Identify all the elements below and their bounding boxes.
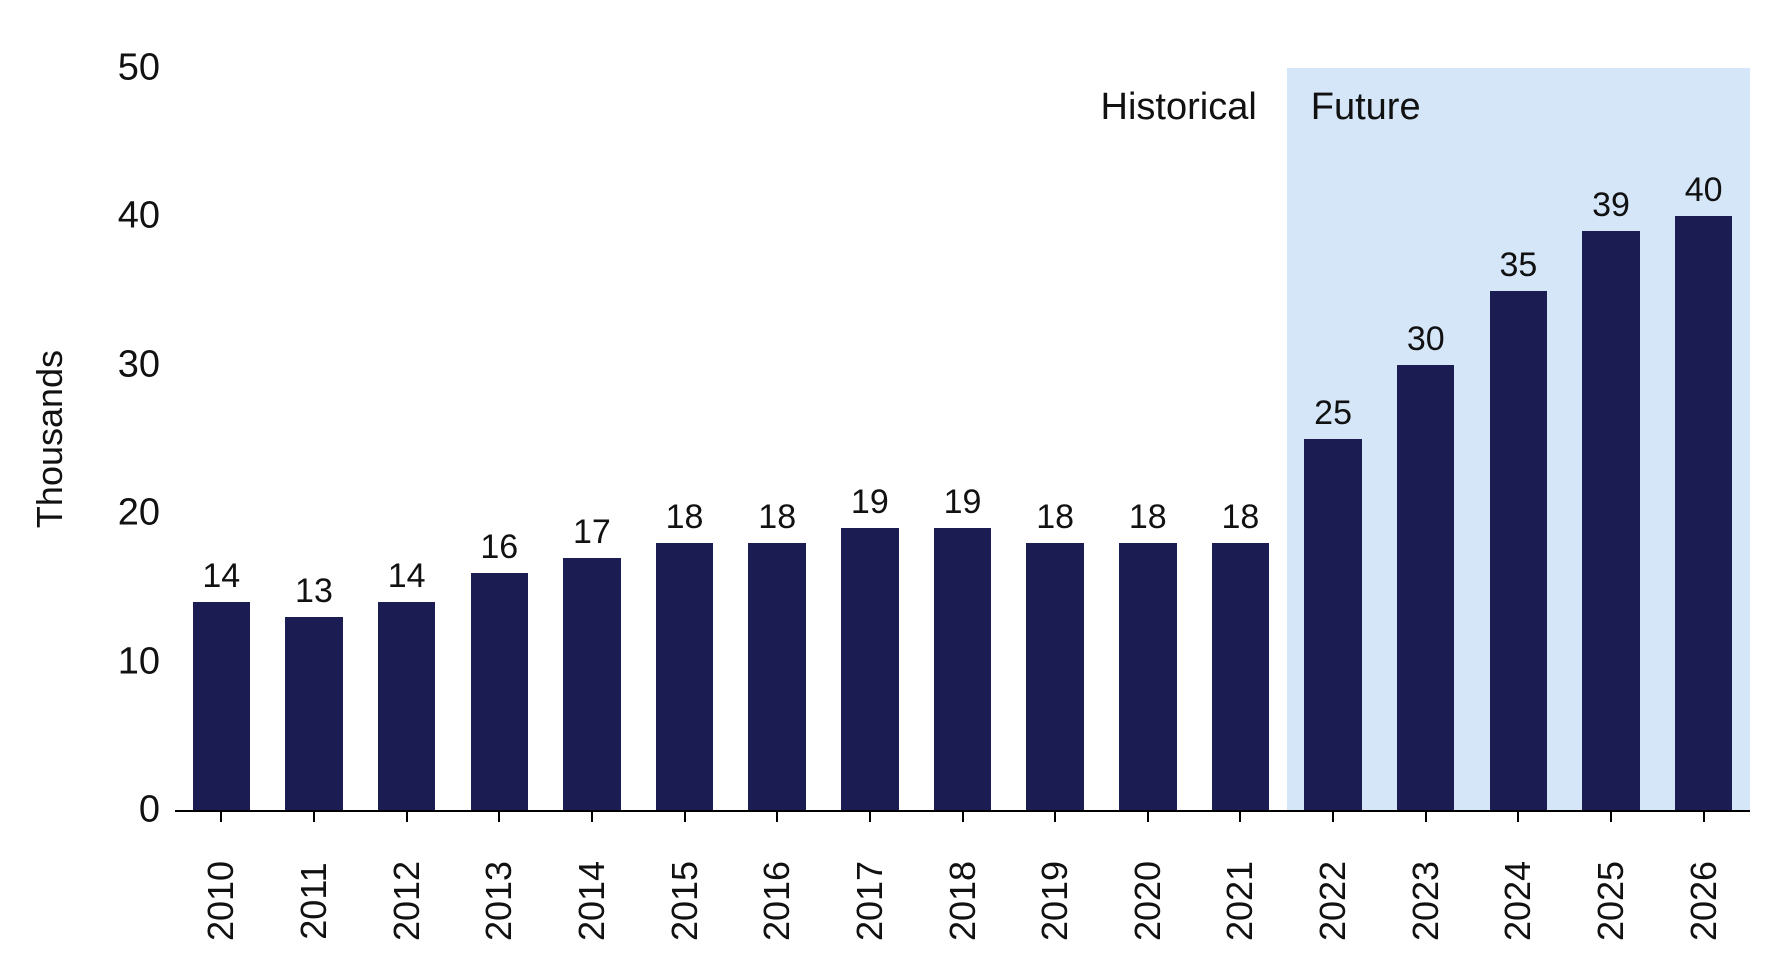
x-tick xyxy=(220,810,222,822)
x-tick-label: 2022 xyxy=(1312,861,1354,941)
x-tick-label: 2019 xyxy=(1034,861,1076,941)
x-tick xyxy=(962,810,964,822)
bar xyxy=(285,617,342,810)
x-tick-label: 2018 xyxy=(942,861,984,941)
bar-value-label: 16 xyxy=(480,528,518,567)
x-tick xyxy=(776,810,778,822)
x-tick xyxy=(1147,810,1149,822)
bar-value-label: 18 xyxy=(1129,498,1167,537)
x-tick xyxy=(1517,810,1519,822)
bar xyxy=(934,528,991,810)
bar-value-label: 19 xyxy=(851,483,889,522)
bar-chart: 1413141617181819191818182530353940 20102… xyxy=(0,0,1788,954)
bar-value-label: 18 xyxy=(758,498,796,537)
x-tick-label: 2024 xyxy=(1497,861,1539,941)
bar-value-label: 25 xyxy=(1314,394,1352,433)
x-tick xyxy=(1054,810,1056,822)
x-tick-label: 2014 xyxy=(571,861,613,941)
bar xyxy=(563,558,620,810)
bar xyxy=(378,602,435,810)
y-axis-title: Thousands xyxy=(29,350,71,528)
bar xyxy=(1582,231,1639,810)
y-tick-label: 10 xyxy=(0,640,160,683)
x-tick-label: 2026 xyxy=(1683,861,1725,941)
x-tick-label: 2012 xyxy=(386,861,428,941)
x-tick-label: 2017 xyxy=(849,861,891,941)
bar xyxy=(1026,543,1083,810)
x-tick xyxy=(406,810,408,822)
bar-value-label: 18 xyxy=(1222,498,1260,537)
bar-value-label: 39 xyxy=(1592,186,1630,225)
x-tick xyxy=(591,810,593,822)
x-tick-label: 2025 xyxy=(1590,861,1632,941)
bar xyxy=(1212,543,1269,810)
bar-value-label: 30 xyxy=(1407,320,1445,359)
future-label: Future xyxy=(1311,86,1421,129)
x-tick xyxy=(1703,810,1705,822)
bar xyxy=(1304,439,1361,810)
bar-value-label: 19 xyxy=(944,483,982,522)
x-tick-label: 2013 xyxy=(478,861,520,941)
bar-value-label: 18 xyxy=(1036,498,1074,537)
x-tick xyxy=(498,810,500,822)
x-tick-label: 2011 xyxy=(293,862,335,939)
x-tick-label: 2021 xyxy=(1219,861,1261,941)
bar-value-label: 40 xyxy=(1685,171,1723,210)
bar-value-label: 14 xyxy=(388,557,426,596)
x-tick-label: 2016 xyxy=(756,861,798,941)
y-tick-label: 40 xyxy=(0,195,160,238)
bar xyxy=(471,573,528,810)
y-tick-label: 50 xyxy=(0,47,160,90)
x-tick-label: 2010 xyxy=(200,861,242,941)
bar-value-label: 13 xyxy=(295,572,333,611)
y-tick-label: 20 xyxy=(0,492,160,535)
bar xyxy=(1397,365,1454,810)
y-tick-label: 30 xyxy=(0,343,160,386)
x-tick-label: 2023 xyxy=(1405,861,1447,941)
bar xyxy=(841,528,898,810)
x-tick xyxy=(1239,810,1241,822)
bar-value-label: 18 xyxy=(666,498,704,537)
x-tick xyxy=(313,810,315,822)
bar xyxy=(1675,216,1732,810)
x-tick xyxy=(684,810,686,822)
bar xyxy=(1490,291,1547,810)
bar xyxy=(656,543,713,810)
x-tick-label: 2015 xyxy=(664,861,706,941)
plot-area: 14 13 14 16 17 18 18 19 19 18 18 18 25 30 35 39 40 xyxy=(175,68,1750,810)
bar-value-label: 35 xyxy=(1499,246,1537,285)
bar xyxy=(193,602,250,810)
x-tick xyxy=(869,810,871,822)
x-tick-label: 2020 xyxy=(1127,861,1169,941)
y-tick-label: 0 xyxy=(0,789,160,832)
bar xyxy=(748,543,805,810)
bar-value-label: 17 xyxy=(573,513,611,552)
historical-label: Historical xyxy=(1101,86,1257,129)
bar xyxy=(1119,543,1176,810)
x-tick xyxy=(1332,810,1334,822)
x-tick xyxy=(1425,810,1427,822)
x-tick xyxy=(1610,810,1612,822)
bar-value-label: 14 xyxy=(202,557,240,596)
